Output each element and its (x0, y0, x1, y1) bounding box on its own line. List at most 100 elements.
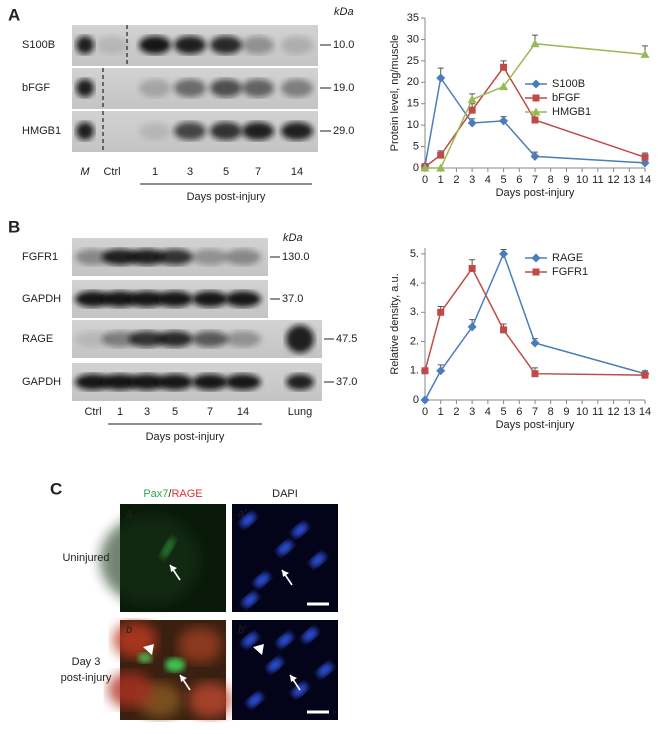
band (139, 79, 171, 97)
band (139, 122, 171, 140)
lane-label: 5 (223, 166, 229, 178)
y-tick-label: 10 (407, 119, 419, 131)
x-tick-label: 1 (438, 406, 444, 418)
band (129, 374, 165, 390)
x-tick-label: 3 (469, 174, 475, 186)
stain-name: RAGE (171, 488, 202, 500)
x-tick-label: 6 (516, 406, 522, 418)
series-line (424, 251, 646, 401)
band (76, 122, 94, 140)
band (129, 249, 165, 265)
legend-marker (531, 107, 541, 116)
row-label: post-injury (61, 672, 112, 684)
tissue (100, 515, 200, 605)
panel-label: B (8, 217, 20, 236)
x-tick-label: 0 (422, 406, 428, 418)
row-label: FGFR1 (22, 251, 58, 263)
kda-value: 29.0 (333, 125, 354, 137)
band (129, 291, 165, 307)
nucleus (310, 553, 326, 567)
legend-marker (532, 94, 540, 102)
marker (436, 163, 446, 172)
x-tick-label: 11 (592, 406, 603, 418)
band (225, 249, 261, 265)
y-tick-label: 1. (410, 365, 419, 377)
band (225, 374, 261, 390)
marker (499, 82, 509, 91)
axis-label: Days post-injury (146, 431, 225, 443)
marker (530, 338, 540, 348)
x-tick-label: 9 (563, 174, 569, 186)
y-tick-label: 20 (407, 76, 419, 88)
row-label: Day 3 (72, 656, 101, 668)
kda-unit: kDa (283, 232, 303, 244)
band (75, 331, 111, 347)
marker (437, 308, 445, 316)
legend-label: S100B (552, 78, 585, 90)
row-label: bFGF (22, 82, 50, 94)
arrow-head (290, 675, 297, 682)
band (102, 291, 138, 307)
marker (640, 49, 650, 58)
x-tick-label: 7 (532, 174, 538, 186)
nucleus (292, 523, 308, 537)
x-tick-label: 8 (548, 406, 554, 418)
nucleus (247, 693, 263, 707)
axis-label: Days post-injury (187, 191, 266, 203)
band (129, 331, 165, 347)
band (225, 291, 261, 307)
y-axis-title: Relative density, a.u. (389, 273, 401, 374)
band (192, 374, 228, 390)
x-tick-label: 12 (607, 174, 619, 186)
legend-marker (531, 253, 541, 263)
y-tick-label: 4. (410, 277, 419, 289)
marker (468, 264, 476, 272)
x-tick-label: 7 (532, 406, 538, 418)
series-line (425, 42, 646, 169)
x-tick-label: 13 (623, 406, 635, 418)
lane-label: 14 (237, 406, 249, 418)
x-tick-label: 3 (469, 406, 475, 418)
legend-label: HMGB1 (552, 106, 591, 118)
tissue (178, 627, 222, 663)
band (157, 249, 193, 265)
nucleus (254, 573, 270, 587)
marker (436, 73, 446, 83)
legend-marker (531, 79, 541, 89)
row-label: RAGE (22, 333, 53, 345)
panel-label: C (50, 479, 62, 498)
image-label: a′ (238, 508, 247, 520)
series-line (424, 267, 646, 376)
lane-label: 3 (187, 166, 193, 178)
band (210, 79, 242, 97)
lane-label: 3 (144, 406, 150, 418)
row-label: Uninjured (62, 552, 109, 564)
arrow-head (180, 675, 187, 682)
band (281, 79, 313, 97)
nucleus (242, 633, 258, 647)
marker (420, 163, 430, 172)
x-tick-label: 5 (501, 406, 507, 418)
band (210, 36, 242, 54)
y-tick-label: 5 (413, 140, 419, 152)
marker (499, 116, 509, 126)
lane-label: 7 (255, 166, 261, 178)
band (192, 291, 228, 307)
nucleus (277, 541, 293, 555)
nucleus (240, 513, 256, 527)
band (174, 79, 206, 97)
band (75, 374, 111, 390)
stain-name: DAPI (272, 488, 298, 500)
lane-label: Ctrl (84, 406, 101, 418)
lane-label: Ctrl (103, 166, 120, 178)
lane-label: Lung (288, 406, 312, 418)
x-axis-title: Days post-injury (496, 419, 575, 431)
band (102, 249, 138, 265)
band (225, 331, 261, 347)
row-label: GAPDH (22, 293, 61, 305)
nucleus (277, 633, 293, 647)
y-tick-label: 2. (410, 335, 419, 347)
marker (500, 63, 508, 71)
x-tick-label: 9 (563, 406, 569, 418)
band (174, 36, 206, 54)
